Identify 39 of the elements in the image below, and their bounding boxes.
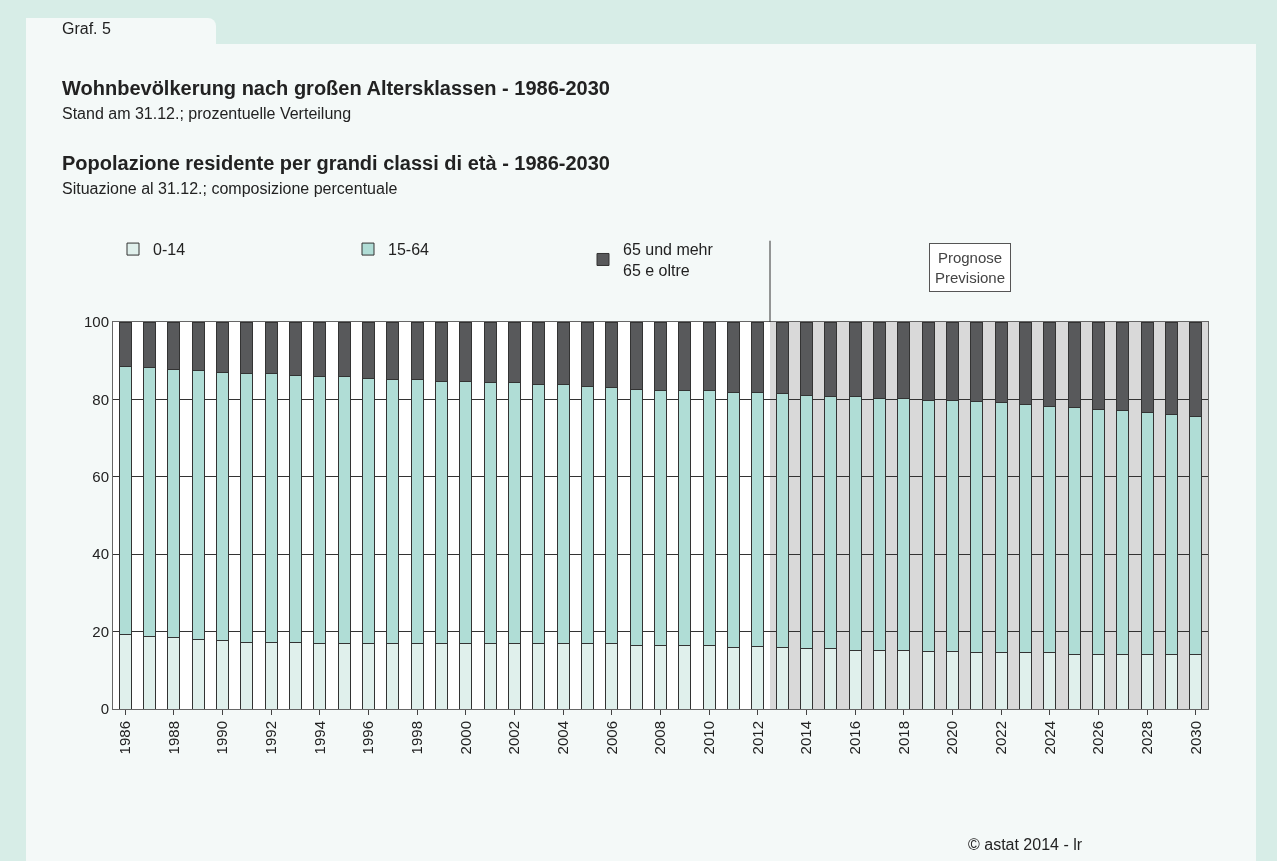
y-tick-label: 20 — [92, 622, 109, 640]
y-tick-label: 80 — [92, 390, 109, 408]
chart-subtitle: Stand am 31.12.; prozentuelle Verteilung — [62, 105, 352, 123]
y-tick-label: 60 — [92, 468, 109, 486]
text: © astat 2014 - lr — [968, 836, 1083, 854]
legend-label: 65 und mehr 65 e oltre — [623, 241, 714, 280]
x-tick-label: 2002 — [505, 721, 523, 755]
x-tick-label: 2004 — [554, 721, 572, 755]
x-tick-label: 2006 — [602, 721, 620, 755]
x-tick-label: 1996 — [359, 721, 377, 755]
text: Graf. 5 — [62, 20, 111, 38]
band-label: Prognose Previsione — [935, 249, 1006, 286]
legend-label: 15-64 — [388, 241, 430, 259]
x-tick-label: 2000 — [456, 721, 474, 755]
x-tick-label: 2028 — [1138, 721, 1156, 755]
text: Situazione al 31.12.; composizione percentuale — [62, 180, 398, 198]
x-tick-label: 1994 — [310, 721, 328, 755]
x-tick-label: 2022 — [992, 721, 1010, 755]
x-tick-label: 2020 — [943, 721, 961, 755]
legend-label: 0-14 — [153, 241, 186, 259]
y-tick-label: 100 — [83, 313, 109, 331]
x-tick-label: 2030 — [1186, 721, 1204, 755]
x-tick-label: 2012 — [748, 721, 766, 755]
y-tick-label: 40 — [92, 545, 109, 563]
text: Popolazione residente per grandi classi di età - 1986-2030 — [62, 152, 610, 175]
x-tick-label: 1998 — [408, 721, 426, 755]
x-tick-label: 1990 — [213, 721, 231, 755]
x-tick-label: 2016 — [846, 721, 864, 755]
x-tick-label: 1986 — [116, 721, 134, 755]
chart-title: Wohnbevölkerung nach großen Altersklassen - 1986-2030 — [62, 77, 610, 100]
x-tick-label: 2024 — [1040, 721, 1058, 755]
x-tick-label: 2018 — [894, 721, 912, 755]
x-tick-label: 1988 — [164, 721, 182, 755]
y-tick-label: 0 — [100, 700, 109, 718]
x-tick-label: 1992 — [262, 721, 280, 755]
x-tick-label: 2014 — [797, 721, 815, 755]
x-tick-label: 2026 — [1089, 721, 1107, 755]
x-tick-label: 2008 — [651, 721, 669, 755]
x-tick-label: 2010 — [700, 721, 718, 755]
